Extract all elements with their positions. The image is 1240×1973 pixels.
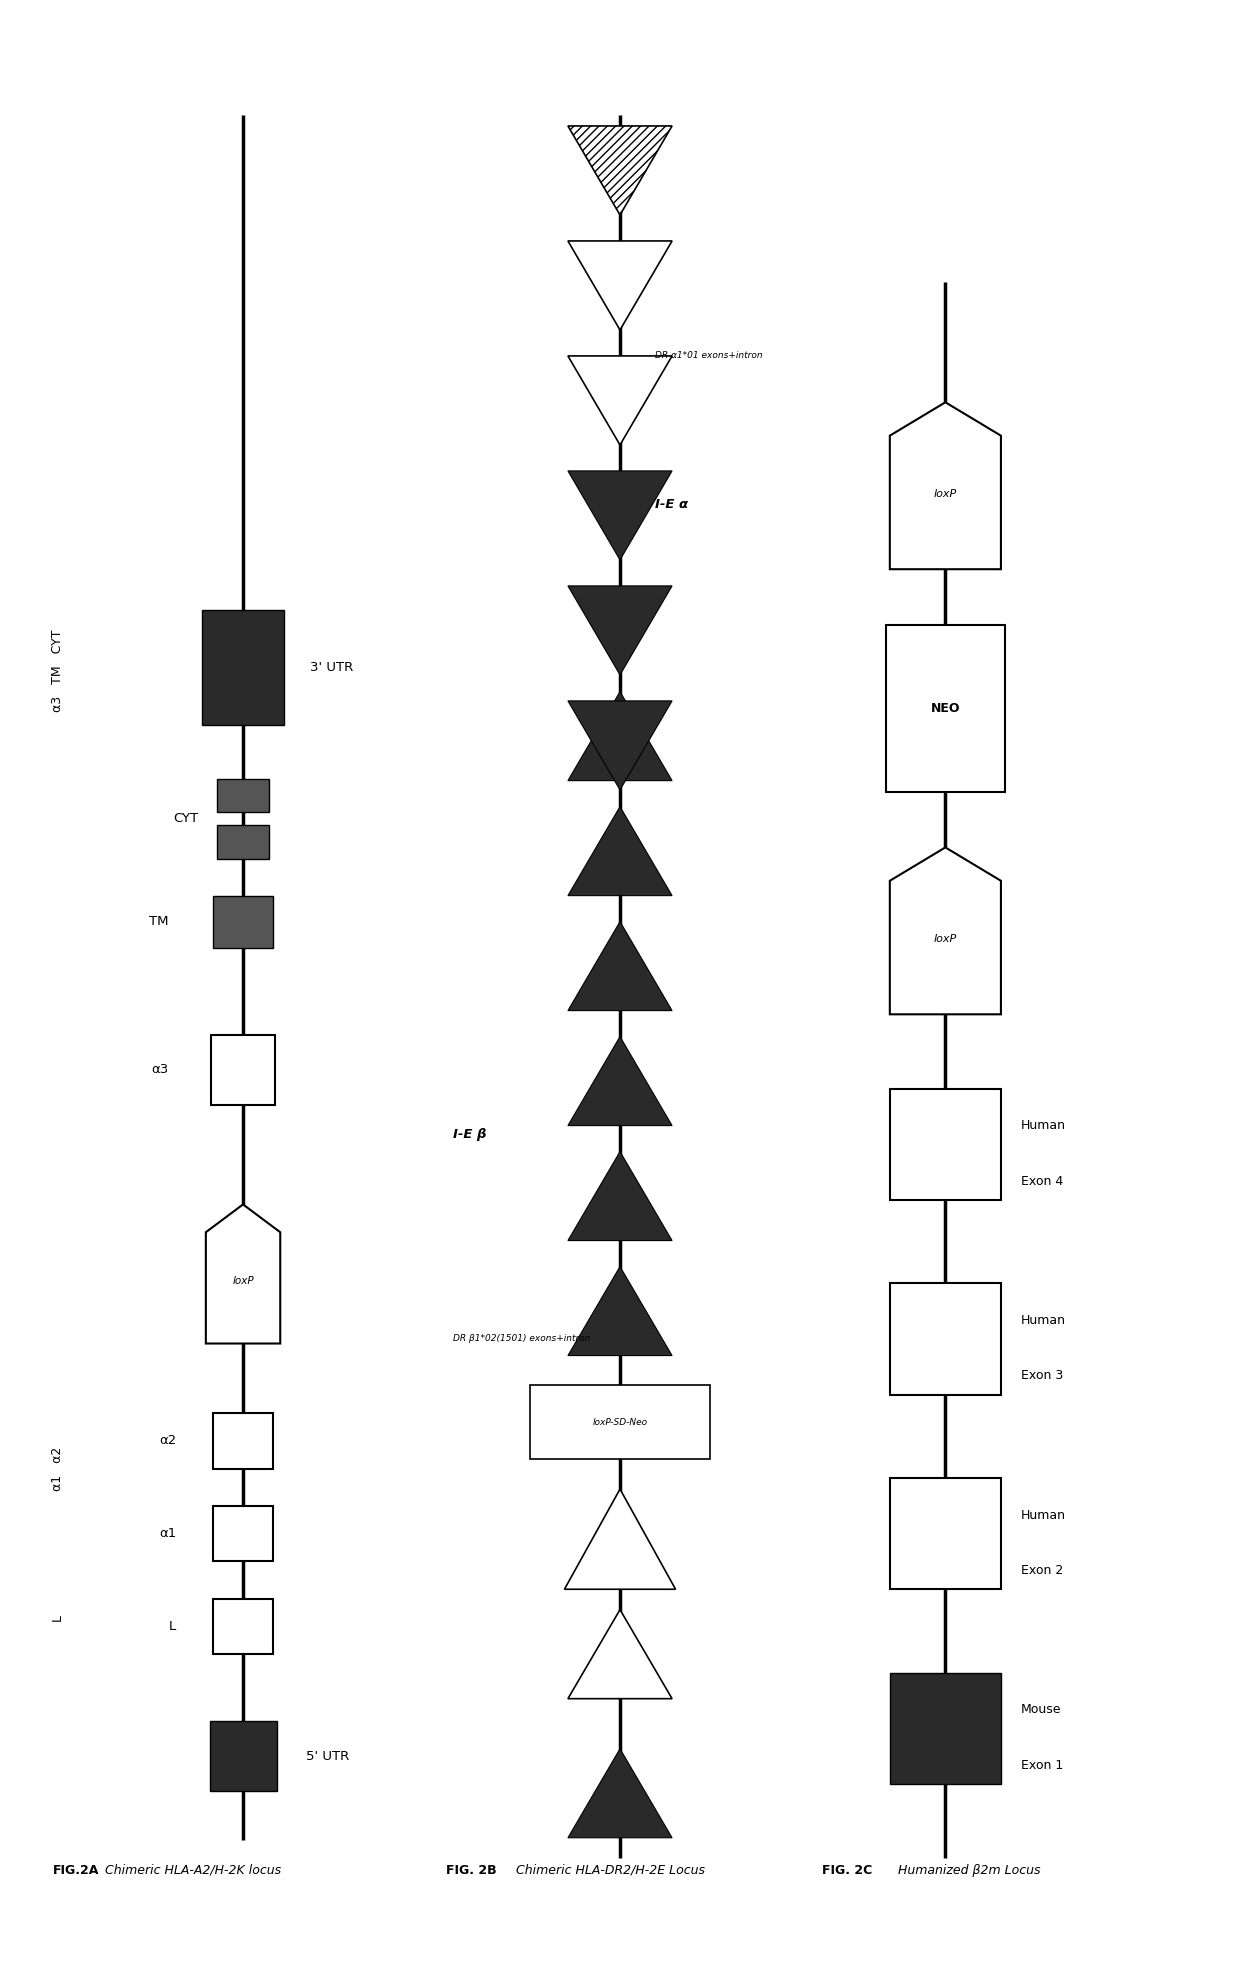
Bar <box>202 610 284 724</box>
Bar <box>213 1505 273 1561</box>
Polygon shape <box>890 402 1001 570</box>
Text: 5' UTR: 5' UTR <box>306 1750 350 1762</box>
Text: TM: TM <box>149 915 169 927</box>
Text: FIG. 2C: FIG. 2C <box>822 1864 873 1876</box>
Polygon shape <box>206 1204 280 1344</box>
Bar <box>890 1673 1001 1784</box>
Polygon shape <box>568 1267 672 1355</box>
Polygon shape <box>568 1610 672 1699</box>
Polygon shape <box>564 1490 676 1590</box>
Polygon shape <box>568 126 672 215</box>
Text: FIG.2A: FIG.2A <box>53 1864 99 1876</box>
Text: L: L <box>169 1620 176 1634</box>
Text: Chimeric HLA-DR2/H-2E Locus: Chimeric HLA-DR2/H-2E Locus <box>516 1864 704 1876</box>
Polygon shape <box>568 1036 672 1125</box>
Text: Exon 3: Exon 3 <box>1021 1369 1063 1383</box>
Text: α3   TM   CYT: α3 TM CYT <box>51 629 63 712</box>
Text: α1   α2: α1 α2 <box>51 1446 63 1492</box>
Text: α2: α2 <box>159 1434 176 1448</box>
Bar <box>890 1089 1001 1200</box>
Bar <box>213 1413 273 1468</box>
Polygon shape <box>568 1152 672 1241</box>
Text: loxP: loxP <box>232 1277 254 1286</box>
Text: NEO: NEO <box>931 702 960 714</box>
Text: L: L <box>51 1614 63 1620</box>
Text: Humanized β2m Locus: Humanized β2m Locus <box>898 1864 1040 1876</box>
Text: loxP: loxP <box>934 489 957 499</box>
Text: α1: α1 <box>159 1527 176 1541</box>
Polygon shape <box>568 921 672 1010</box>
Polygon shape <box>568 472 672 560</box>
Polygon shape <box>568 693 672 781</box>
Text: Human: Human <box>1021 1119 1065 1133</box>
Text: I-E β: I-E β <box>454 1129 487 1140</box>
Text: Exon 2: Exon 2 <box>1021 1565 1063 1576</box>
Text: 3' UTR: 3' UTR <box>310 661 353 675</box>
Text: FIG. 2B: FIG. 2B <box>446 1864 497 1876</box>
Bar <box>529 1385 711 1460</box>
Bar <box>217 825 269 858</box>
Polygon shape <box>890 848 1001 1014</box>
Bar <box>213 1598 273 1653</box>
Bar <box>211 1034 274 1105</box>
Text: Exon 4: Exon 4 <box>1021 1174 1063 1188</box>
Polygon shape <box>568 355 672 446</box>
Text: Human: Human <box>1021 1509 1065 1521</box>
Text: Mouse: Mouse <box>1021 1703 1061 1717</box>
Bar <box>217 779 269 813</box>
Text: Chimeric HLA-A2/H-2K locus: Chimeric HLA-A2/H-2K locus <box>105 1864 281 1876</box>
Bar <box>890 1478 1001 1590</box>
Bar <box>890 1282 1001 1395</box>
Text: I-E α: I-E α <box>655 497 688 511</box>
Bar <box>213 896 273 947</box>
Text: DR β1*02(1501) exons+intron: DR β1*02(1501) exons+intron <box>454 1334 590 1344</box>
Polygon shape <box>568 807 672 896</box>
Bar <box>210 1720 277 1791</box>
Text: Human: Human <box>1021 1314 1065 1326</box>
Text: DR α1*01 exons+intron: DR α1*01 exons+intron <box>655 351 763 361</box>
Text: CYT: CYT <box>174 813 198 825</box>
Text: α3: α3 <box>151 1063 169 1077</box>
Polygon shape <box>568 700 672 789</box>
Polygon shape <box>568 586 672 675</box>
Text: Exon 1: Exon 1 <box>1021 1760 1063 1772</box>
Text: loxP-SD-Neo: loxP-SD-Neo <box>593 1419 647 1426</box>
Text: loxP: loxP <box>934 933 957 945</box>
Polygon shape <box>568 241 672 329</box>
Bar <box>885 625 1004 791</box>
Polygon shape <box>568 1748 672 1837</box>
